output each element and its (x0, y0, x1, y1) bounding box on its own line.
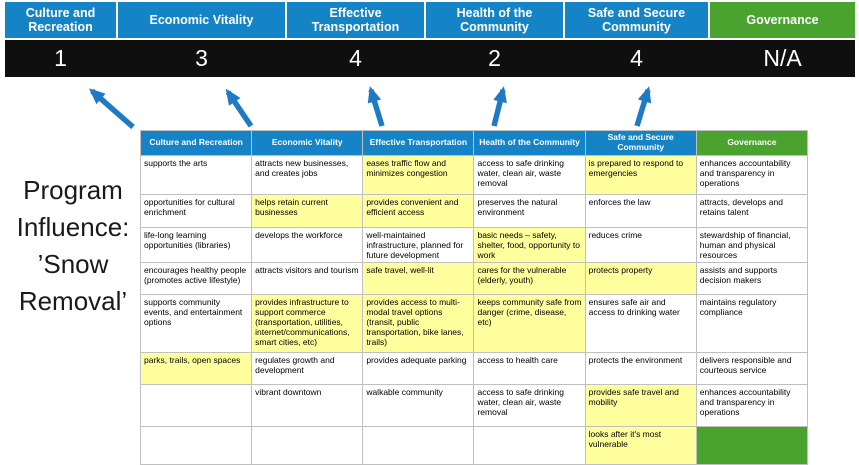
matrix-cell: attracts new businesses, and creates job… (251, 154, 364, 195)
influence-matrix: Culture and Recreation Economic Vitality E… (139, 130, 809, 465)
matrix-cell: supports community events, and entertain… (139, 293, 253, 353)
matrix-cell (695, 425, 809, 465)
matrix-cell: protects property (584, 261, 697, 295)
matrix-cell: access to safe drinking water, clean air… (473, 154, 586, 195)
matrix-cell: reduces crime (584, 226, 697, 263)
up-arrow-icon (491, 86, 507, 127)
up-arrow-icon (634, 86, 652, 127)
matrix-row: supports community events, and entertain… (139, 293, 809, 353)
matrix-cell: attracts, develops and retains talent (695, 193, 809, 228)
title-line: Program (23, 175, 123, 205)
score-effective-transportation: 4 (349, 45, 362, 71)
matrix-cell (473, 425, 586, 465)
matrix-header-safe-and-secure-community: Safe and Secure Community (584, 130, 697, 156)
matrix-cell (139, 383, 253, 427)
matrix-cell: enforces the law (584, 193, 697, 228)
matrix-cell: develops the workforce (251, 226, 364, 263)
matrix-cell: attracts visitors and tourism (251, 261, 364, 295)
matrix-cell: safe travel, well-lit (362, 261, 475, 295)
scoreboard-scores: 1 3 4 2 4 N/A (5, 40, 855, 77)
matrix-header-health-of-the-community: Health of the Community (473, 130, 586, 156)
up-arrow-icon (367, 86, 385, 127)
scoreboard-headers: Culture and Recreation Economic Vitality E… (5, 2, 855, 38)
matrix-row: encourages healthy people (promotes acti… (139, 261, 809, 295)
matrix-cell: provides access to multi-modal travel op… (362, 293, 475, 353)
matrix-cell (251, 425, 364, 465)
matrix-cell (139, 425, 253, 465)
matrix-row: life-long learning opportunities (librar… (139, 226, 809, 263)
matrix-row: looks after it's most vulnerable (139, 425, 809, 465)
matrix-cell: eases traffic flow and minimizes congest… (362, 154, 475, 195)
matrix-cell: provides adequate parking (362, 351, 475, 385)
matrix-header-governance: Governance (695, 130, 809, 156)
matrix-cell: protects the environment (584, 351, 697, 385)
pillar-header-health-of-the-community: Health of the Community (426, 2, 563, 38)
score-health-of-the-community: 2 (488, 45, 501, 71)
pillar-header-culture-and-recreation: Culture and Recreation (5, 2, 116, 38)
matrix-cell: keeps community safe from danger (crime,… (473, 293, 586, 353)
matrix-cell: maintains regulatory compliance (695, 293, 809, 353)
matrix-row: parks, trails, open spaces regulates grow… (139, 351, 809, 385)
matrix-header-economic-vitality: Economic Vitality (251, 130, 364, 156)
matrix-cell: basic needs – safety, shelter, food, opp… (473, 226, 586, 263)
matrix-header-culture-and-recreation: Culture and Recreation (139, 130, 253, 156)
matrix-cell: vibrant downtown (251, 383, 364, 427)
matrix-cell: provides convenient and efficient access (362, 193, 475, 228)
matrix-row: opportunities for cultural enrichment hel… (139, 193, 809, 228)
title-line: ’Snow (37, 248, 109, 279)
matrix-cell: parks, trails, open spaces (139, 351, 253, 385)
matrix-cell: enhances accountability and transparency… (695, 154, 809, 195)
matrix-header-effective-transportation: Effective Transportation (362, 130, 475, 156)
program-influence-title: Program Influence: ’Snow Removal’ (2, 172, 144, 320)
matrix-cell: enhances accountability and transparency… (695, 383, 809, 427)
matrix-cell: ensures safe air and access to drinking … (584, 293, 697, 353)
matrix-cell: supports the arts (139, 154, 253, 195)
up-arrow-icon (88, 88, 135, 130)
pillar-header-governance: Governance (710, 2, 855, 38)
score-economic-vitality: 3 (195, 45, 208, 71)
pillar-header-safe-and-secure-community: Safe and Secure Community (565, 2, 708, 38)
matrix-cell: preserves the natural environment (473, 193, 586, 228)
matrix-cell: opportunities for cultural enrichment (139, 193, 253, 228)
matrix-cell (362, 425, 475, 465)
score-culture-and-recreation: 1 (54, 45, 67, 71)
matrix-cell: encourages healthy people (promotes acti… (139, 261, 253, 295)
matrix-body: supports the arts attracts new businesses… (139, 154, 809, 465)
matrix-cell: looks after it's most vulnerable (584, 425, 697, 465)
matrix-cell: provides safe travel and mobility (584, 383, 697, 427)
matrix-cell: assists and supports decision makers (695, 261, 809, 295)
matrix-cell: helps retain current businesses (251, 193, 364, 228)
matrix-cell: delivers responsible and courteous servi… (695, 351, 809, 385)
matrix-cell: is prepared to respond to emergencies (584, 154, 697, 195)
title-line: Removal’ (18, 285, 128, 316)
matrix-cell: cares for the vulnerable (elderly, youth… (473, 261, 586, 295)
matrix-cell: access to health care (473, 351, 586, 385)
matrix-cell: walkable community (362, 383, 475, 427)
matrix-cell: life-long learning opportunities (librar… (139, 226, 253, 263)
matrix-cell: provides infrastructure to support comme… (251, 293, 364, 353)
pillar-header-effective-transportation: Effective Transportation (287, 2, 424, 38)
score-governance: N/A (763, 45, 802, 71)
matrix-cell: stewardship of financial, human and phys… (695, 226, 809, 263)
matrix-cell: well-maintained infrastructure, planned … (362, 226, 475, 263)
score-safe-and-secure-community: 4 (630, 45, 643, 71)
matrix-row: supports the arts attracts new businesses… (139, 154, 809, 195)
up-arrow-icon (225, 88, 254, 128)
matrix-cell: access to safe drinking water, clean air… (473, 383, 586, 427)
title-line: Influence: (16, 211, 130, 242)
matrix-row: vibrant downtown walkable community access… (139, 383, 809, 427)
matrix-cell: regulates growth and development (251, 351, 364, 385)
pillar-header-economic-vitality: Economic Vitality (118, 2, 285, 38)
matrix-header-row: Culture and Recreation Economic Vitality E… (139, 130, 809, 156)
